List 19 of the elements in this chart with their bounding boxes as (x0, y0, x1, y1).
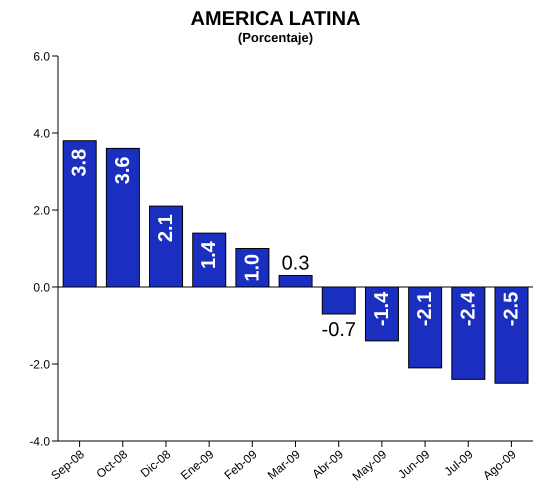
data-label: 3.6 (112, 156, 134, 184)
chart-title: AMERICA LATINA (190, 8, 362, 30)
data-label: 0.3 (282, 252, 310, 274)
y-tick-label: -4.0 (29, 434, 50, 448)
chart-subtitle: (Porcentaje) (236, 30, 314, 46)
y-tick-label: -2.0 (29, 357, 50, 372)
y-tick-label: 6.0 (33, 49, 50, 64)
data-label: -2.1 (414, 292, 436, 326)
data-label: -1.4 (370, 290, 393, 326)
y-tick-label: 2.0 (33, 203, 50, 218)
data-label: 3.8 (68, 148, 91, 177)
data-label: 1.4 (198, 240, 220, 270)
data-label: -2.5 (500, 292, 522, 326)
data-label: 2.1 (155, 214, 178, 242)
y-tick-label: 0.0 (33, 280, 50, 294)
data-label: -0.7 (322, 318, 356, 341)
data-label: -2.4 (457, 290, 480, 326)
data-label: 1.0 (241, 254, 264, 282)
y-tick-label: 4.0 (33, 126, 50, 140)
